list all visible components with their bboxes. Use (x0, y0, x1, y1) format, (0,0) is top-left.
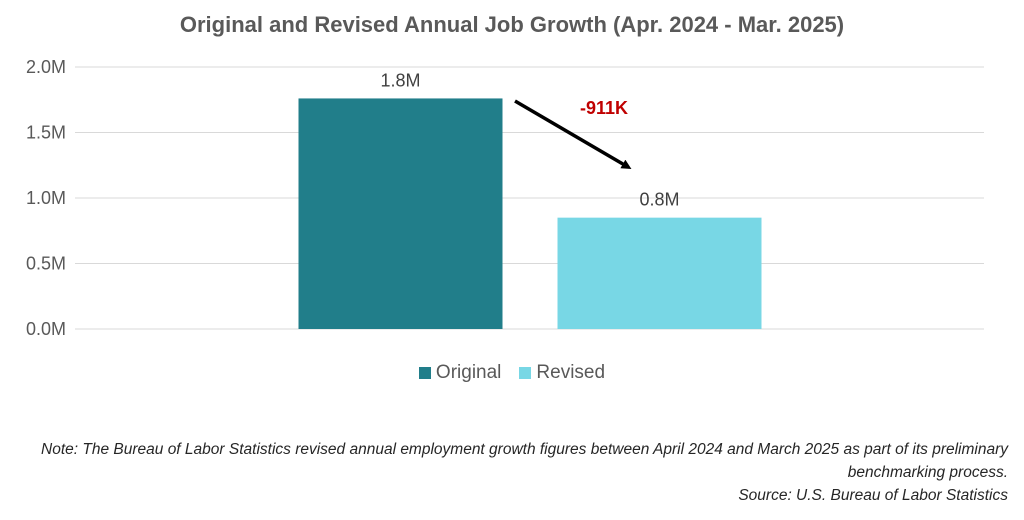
chart-note: Note: The Bureau of Labor Statistics rev… (8, 438, 1008, 507)
y-tick-label: 1.0M (26, 188, 66, 208)
legend-label-revised: Revised (536, 362, 606, 383)
chart-title: Original and Revised Annual Job Growth (… (179, 12, 845, 37)
y-tick-label: 0.0M (26, 319, 66, 339)
legend-item-revised: Revised (519, 362, 605, 384)
legend-item-original: Original (418, 362, 502, 384)
legend-swatch-original (418, 367, 431, 379)
note-line-1: Note: The Bureau of Labor Statistics rev… (41, 441, 1008, 458)
y-tick-label: 1.5M (26, 123, 66, 143)
legend-label-original: Original (435, 362, 502, 383)
change-arrow (514, 99, 632, 170)
change-annotation: -911K (580, 98, 628, 118)
data-label-original: 1.8M (380, 70, 420, 90)
legend-swatch-revised (519, 367, 532, 379)
bar-chart: 0.0M 0.5M 1.0M 1.5M 2.0M 1.8M 0.8M -911K (26, 57, 984, 339)
y-tick-label: 2.0M (26, 57, 66, 77)
data-label-revised: 0.8M (639, 190, 679, 210)
bar-original (298, 98, 503, 329)
source-line: Source: U.S. Bureau of Labor Statistics (738, 487, 1008, 504)
bar-revised (557, 217, 762, 329)
y-tick-label: 0.5M (26, 254, 66, 274)
legend: Original Revised (0, 362, 1024, 384)
note-line-2: benchmarking process. (847, 464, 1008, 481)
